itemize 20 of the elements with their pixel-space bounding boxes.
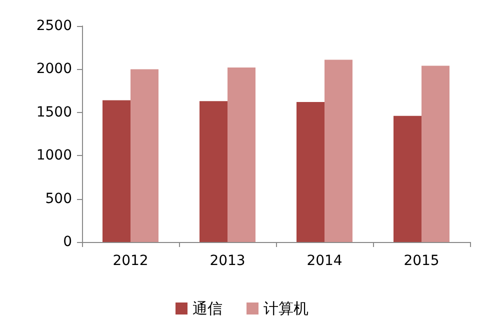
bar: [130, 69, 158, 242]
y-tick-label: 2500: [36, 18, 72, 34]
bar: [228, 67, 256, 242]
x-tick-label: 2015: [404, 253, 440, 269]
x-tick-label: 2014: [306, 253, 342, 269]
bar: [200, 101, 228, 242]
bar: [102, 100, 130, 242]
bar: [324, 60, 352, 242]
bar: [296, 102, 324, 242]
bar: [422, 66, 450, 242]
x-tick-label: 2012: [112, 253, 148, 269]
legend-label: 计算机: [264, 300, 308, 318]
y-tick-label: 500: [45, 190, 72, 207]
bar: [394, 116, 422, 242]
y-tick-label: 2000: [36, 61, 72, 78]
x-tick-label: 2013: [210, 253, 246, 269]
y-tick-label: 0: [63, 234, 72, 250]
y-tick-label: 1000: [36, 148, 72, 164]
y-tick-label: 1500: [36, 104, 72, 120]
legend-label: 通信: [192, 300, 222, 318]
